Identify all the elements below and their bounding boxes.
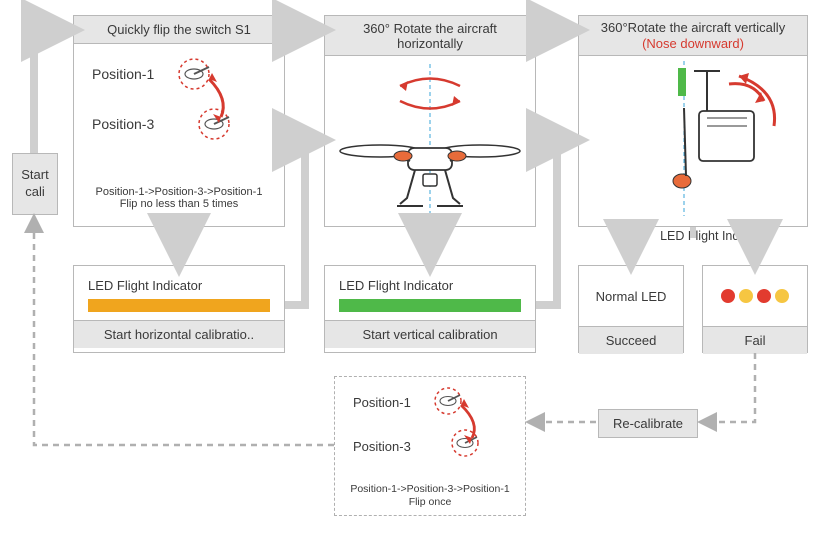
dot-3: [757, 289, 771, 303]
step3-title-b: (Nose downward): [642, 36, 744, 51]
recal-switch-svg: [420, 381, 520, 471]
recalibrate-label: Re-calibrate: [613, 416, 683, 431]
step3-box: 360°Rotate the aircraft vertically (Nose…: [578, 15, 808, 227]
succeed-box: Normal LED Succeed: [578, 265, 684, 353]
recal-seq: Position-1->Position-3->Position-1 Flip …: [335, 483, 525, 509]
step3-led-label: LED Flight Indicator: [655, 229, 775, 244]
step1-switch-svg: [159, 49, 279, 159]
step3-body: [579, 56, 807, 221]
step1-pos3-label: Position-3: [92, 116, 154, 132]
dot-2: [739, 289, 753, 303]
step3-title-a: 360°Rotate the aircraft vertically: [601, 20, 785, 35]
fail-box: Fail: [702, 265, 808, 353]
dot-1: [721, 289, 735, 303]
step1-led-box: LED Flight Indicator Start horizontal ca…: [73, 265, 285, 353]
step2-led-box: LED Flight Indicator Start vertical cali…: [324, 265, 536, 353]
normal-led-label: Normal LED: [579, 266, 683, 326]
step2-title: 360° Rotate the aircraft horizontally: [325, 16, 535, 56]
recalibrate-box: Position-1 Position-3 Position-1->Positi…: [334, 376, 526, 516]
step1-led-bar: [88, 299, 270, 312]
recal-pos1: Position-1: [353, 395, 411, 410]
fail-label: Fail: [703, 326, 807, 354]
step1-led-footer: Start horizontal calibratio..: [74, 320, 284, 348]
dot-4: [775, 289, 789, 303]
succeed-label: Succeed: [579, 326, 683, 354]
step1-led-title: LED Flight Indicator: [74, 278, 284, 293]
step2-led-bar: [339, 299, 521, 312]
step3-title: 360°Rotate the aircraft vertically (Nose…: [579, 16, 807, 56]
step1-body: Position-1 Position-3 Position-1->Positi…: [74, 44, 284, 214]
fail-dots: [703, 266, 807, 326]
step2-box: 360° Rotate the aircraft horizontally: [324, 15, 536, 227]
start-cali-label: Start cali: [21, 167, 48, 201]
step2-led-footer: Start vertical calibration: [325, 320, 535, 348]
step1-pos1-label: Position-1: [92, 66, 154, 82]
drone-horizontal-svg: [325, 56, 535, 221]
drone-vertical-svg: [579, 56, 807, 221]
recalibrate-label-box: Re-calibrate: [598, 409, 698, 438]
step1-title: Quickly flip the switch S1: [74, 16, 284, 44]
recal-pos3: Position-3: [353, 439, 411, 454]
step1-seq: Position-1->Position-3->Position-1 Flip …: [74, 186, 284, 210]
step1-box: Quickly flip the switch S1 Position-1 Po…: [73, 15, 285, 227]
start-cali-box: Start cali: [12, 153, 58, 215]
step2-led-title: LED Flight Indicator: [325, 278, 535, 293]
step2-body: [325, 56, 535, 221]
